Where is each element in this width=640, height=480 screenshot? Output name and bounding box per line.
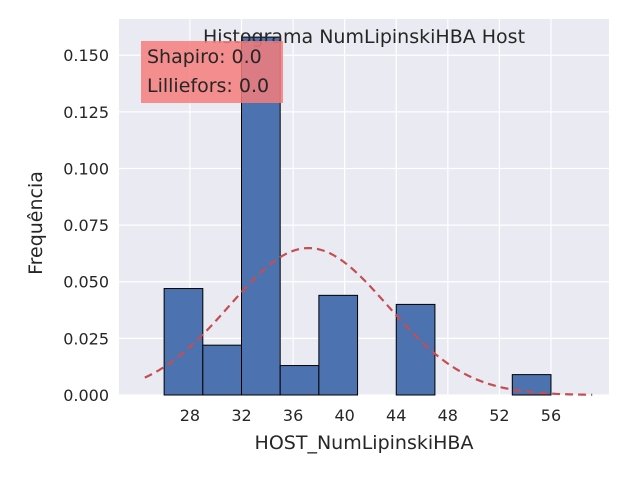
histogram-bar [163, 288, 204, 396]
histogram-bar [395, 303, 436, 396]
y-tick-label: 0.125 [63, 103, 109, 122]
histogram-bar [279, 365, 320, 396]
histogram-bar [511, 374, 552, 396]
y-axis-label: Frequência [25, 171, 47, 275]
y-tick-label: 0.150 [63, 46, 109, 65]
x-tick-label: 32 [231, 406, 251, 425]
x-tick-label: 56 [541, 406, 561, 425]
histogram-bar [318, 294, 359, 396]
y-tick-label: 0.050 [63, 273, 109, 292]
x-tick-label: 40 [334, 406, 354, 425]
shapiro-label: Shapiro: 0.0 [147, 46, 262, 68]
normal-fit-curve [144, 246, 593, 396]
y-tick-labels: 0.000 0.025 0.050 0.075 0.100 0.125 0.150 [63, 46, 109, 405]
x-tick-labels: 28 32 36 40 44 48 52 56 [180, 406, 561, 425]
histogram-bar [202, 344, 243, 396]
normality-test-box: Shapiro: 0.0 Lilliefors: 0.0 [141, 41, 283, 103]
lilliefors-label: Lilliefors: 0.0 [147, 75, 269, 97]
y-tick-label: 0.000 [63, 386, 109, 405]
y-tick-label: 0.075 [63, 216, 109, 235]
y-tick-label: 0.100 [63, 159, 109, 178]
chart-title: Histograma NumLipinskiHBA Host [203, 26, 525, 48]
normality-test-background [141, 41, 283, 103]
x-tick-label: 36 [283, 406, 303, 425]
x-tick-label: 28 [180, 406, 200, 425]
x-tick-label: 52 [489, 406, 509, 425]
x-tick-label: 44 [386, 406, 406, 425]
x-axis-label: HOST_NumLipinskiHBA [255, 432, 474, 454]
y-tick-label: 0.025 [63, 329, 109, 348]
x-tick-label: 48 [438, 406, 458, 425]
